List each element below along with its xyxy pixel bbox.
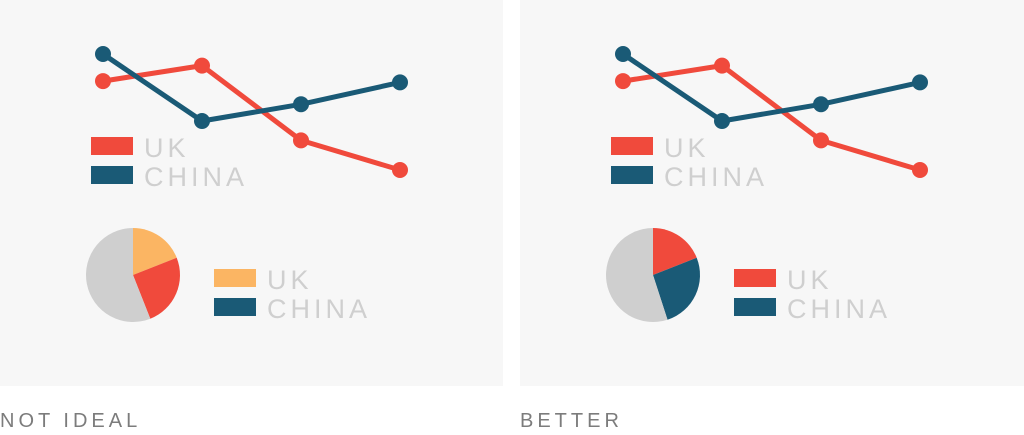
line-point-uk-1 — [95, 73, 111, 90]
line-legend-swatch-uk — [611, 137, 653, 155]
line-point-uk-3 — [293, 132, 309, 149]
line-point-china-4 — [912, 74, 928, 91]
line-legend-label-uk: UK — [144, 133, 190, 163]
pie-legend-label-china: CHINA — [267, 294, 371, 324]
line-series-uk — [100, 63, 403, 173]
pie-legend-swatch-china — [214, 298, 256, 316]
line-point-china-2 — [714, 113, 730, 130]
line-point-uk-1 — [615, 73, 631, 90]
pie-slice-other-2 — [133, 257, 180, 319]
line-legend-label-uk: UK — [664, 133, 710, 163]
pie-slice-other-3 — [605, 228, 668, 322]
line-series-uk — [620, 63, 923, 173]
pie-slice-uk — [653, 228, 697, 275]
comparison-panel-not-ideal: UK CHINA UK CHINA — [0, 0, 503, 386]
line-legend-swatch-china — [611, 166, 653, 184]
line-point-china-1 — [615, 46, 631, 62]
pie-legend-label-uk: UK — [267, 265, 313, 295]
line-series-china — [620, 51, 923, 124]
pie-legend-swatch-uk — [734, 269, 776, 287]
pie-slice-uk — [133, 228, 177, 275]
line-series-china — [100, 51, 403, 124]
line-point-uk-3 — [813, 132, 829, 149]
caption-not-ideal: NOT IDEAL — [0, 410, 142, 432]
line-point-china-4 — [392, 74, 408, 91]
pie-legend-swatch-uk — [214, 269, 256, 287]
pie-slice-china — [653, 257, 700, 320]
line-legend-swatch-uk — [91, 137, 133, 155]
line-point-uk-4 — [912, 162, 928, 178]
line-point-china-2 — [194, 113, 210, 130]
line-legend-swatch-china — [91, 166, 133, 184]
pie-legend-label-uk: UK — [787, 265, 833, 295]
pie-slice-other-3 — [85, 228, 151, 322]
line-point-china-3 — [293, 96, 309, 113]
line-point-uk-4 — [392, 162, 408, 178]
line-point-uk-2 — [714, 57, 730, 74]
comparison-panel-better: UK CHINA UK CHINA — [520, 0, 1024, 386]
line-legend-label-china: CHINA — [144, 162, 248, 192]
pie-legend-label-china: CHINA — [787, 294, 891, 324]
line-point-china-1 — [95, 46, 111, 62]
line-point-uk-2 — [194, 57, 210, 74]
pie-legend-swatch-china — [734, 298, 776, 316]
caption-better: BETTER — [520, 410, 623, 432]
line-point-china-3 — [813, 96, 829, 113]
line-legend-label-china: CHINA — [664, 162, 768, 192]
